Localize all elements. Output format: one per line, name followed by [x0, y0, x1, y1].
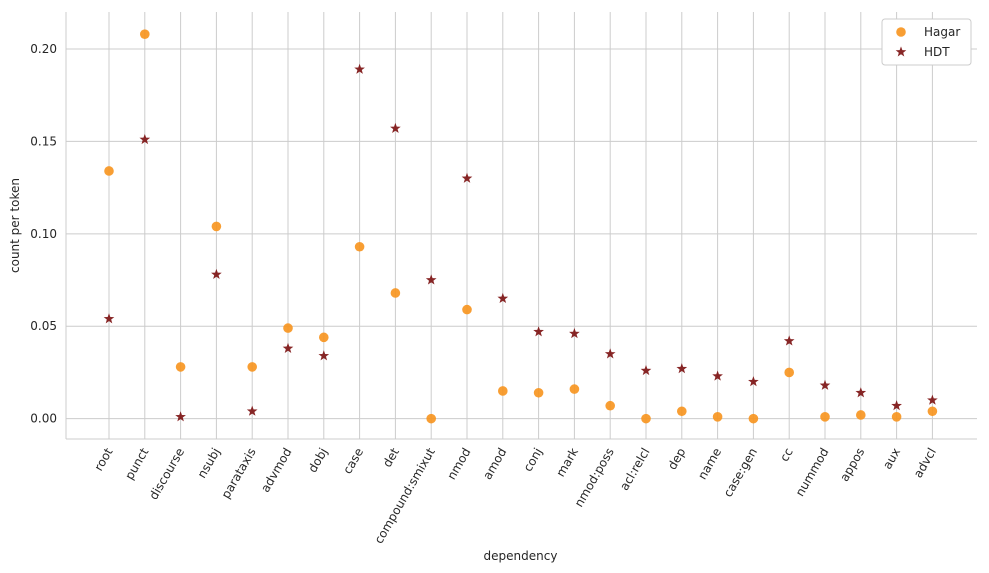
hdt-point	[354, 63, 365, 74]
hagar-point	[784, 367, 794, 378]
legend-item-hdt: HDT	[895, 45, 950, 59]
y-tick-labels: 0.00 0.05 0.10 0.15 0.20	[30, 42, 57, 426]
x-tick-label: dobj	[305, 446, 330, 475]
x-tick-label: acl:relcl	[617, 446, 652, 493]
hagar-point	[712, 412, 723, 422]
y-tick-label: 0.10	[30, 227, 57, 241]
legend-marker-hagar	[896, 27, 906, 37]
x-tick-label: advcl	[911, 446, 939, 481]
x-tick-label: conj	[521, 446, 546, 475]
x-tick-label: name	[695, 446, 724, 482]
x-tick-label: parataxis	[219, 446, 259, 502]
hagar-point	[856, 410, 866, 420]
hdt-point	[855, 387, 867, 398]
hagar-point	[462, 304, 472, 315]
x-axis-label: dependency	[484, 549, 558, 563]
legend-item-hagar: Hagar	[896, 25, 960, 39]
hagar-point	[820, 412, 830, 422]
hdt-point	[282, 342, 294, 353]
hdt-point	[497, 292, 509, 304]
hdt-point	[318, 350, 330, 361]
hagar-point	[748, 413, 759, 424]
grid-lines	[66, 12, 977, 439]
hdt-point	[175, 411, 186, 422]
x-tick-label: nsubj	[195, 446, 223, 481]
hdt-point	[139, 133, 151, 145]
hagar-point	[390, 288, 401, 298]
hagar-point	[211, 221, 222, 232]
series-hdt	[103, 63, 938, 422]
y-tick-label: 0.00	[30, 412, 57, 426]
hagar-point	[140, 29, 150, 39]
hagar-point	[426, 413, 437, 424]
hdt-point	[676, 363, 688, 374]
hagar-point	[677, 406, 687, 417]
x-tick-label: appos	[837, 446, 867, 484]
hdt-point	[604, 348, 616, 359]
hdt-point	[783, 335, 795, 346]
x-tick-label: case:gen	[721, 446, 760, 500]
x-tick-label: root	[91, 445, 115, 473]
hdt-point	[927, 394, 938, 405]
hagar-point	[175, 362, 186, 372]
hagar-point	[104, 166, 114, 176]
hdt-point	[569, 328, 580, 339]
hdt-point	[211, 268, 222, 280]
hagar-point	[569, 384, 580, 394]
hagar-point	[247, 362, 257, 372]
hagar-point	[283, 323, 293, 333]
hdt-point	[533, 326, 544, 337]
hagar-point	[498, 386, 508, 396]
y-tick-label: 0.20	[30, 42, 57, 56]
hdt-point	[246, 405, 258, 416]
legend: Hagar HDT	[881, 18, 972, 66]
hdt-point	[819, 379, 831, 390]
data-series	[103, 29, 938, 424]
legend-label: HDT	[924, 45, 950, 59]
axes	[65, 12, 977, 440]
x-tick-label: punct	[122, 445, 151, 482]
x-tick-label: amod	[480, 446, 509, 482]
x-tick-label: cc	[777, 446, 796, 464]
x-tick-label: case	[340, 446, 366, 477]
series-hagar	[104, 29, 938, 424]
hdt-point	[461, 172, 473, 183]
hagar-point	[641, 413, 651, 424]
hagar-point	[927, 406, 938, 417]
y-axis-label: count per token	[8, 178, 22, 273]
hdt-point	[712, 370, 723, 381]
hdt-point	[390, 122, 401, 133]
y-tick-label: 0.05	[30, 319, 57, 333]
x-tick-label: dep	[665, 446, 688, 473]
y-tick-label: 0.15	[30, 134, 57, 148]
hagar-point	[605, 400, 615, 411]
legend-label: Hagar	[924, 25, 960, 39]
x-tick-label: nummod	[793, 446, 832, 499]
legend-marker-hdt	[895, 46, 907, 57]
hagar-point	[533, 387, 544, 398]
x-tick-label: nmod	[444, 446, 473, 483]
hagar-point	[891, 412, 902, 422]
hdt-point	[640, 365, 652, 376]
x-tick-label: det	[380, 445, 402, 469]
hdt-point	[891, 400, 902, 411]
x-tick-label: aux	[880, 446, 903, 472]
hdt-point	[748, 376, 759, 387]
x-tick-label: mark	[553, 445, 581, 479]
hdt-point	[425, 274, 437, 285]
x-tick-label: advmod	[258, 446, 294, 495]
x-tick-label: discourse	[146, 446, 187, 503]
hagar-point	[319, 332, 329, 343]
hdt-point	[103, 313, 115, 324]
hagar-point	[354, 241, 365, 252]
